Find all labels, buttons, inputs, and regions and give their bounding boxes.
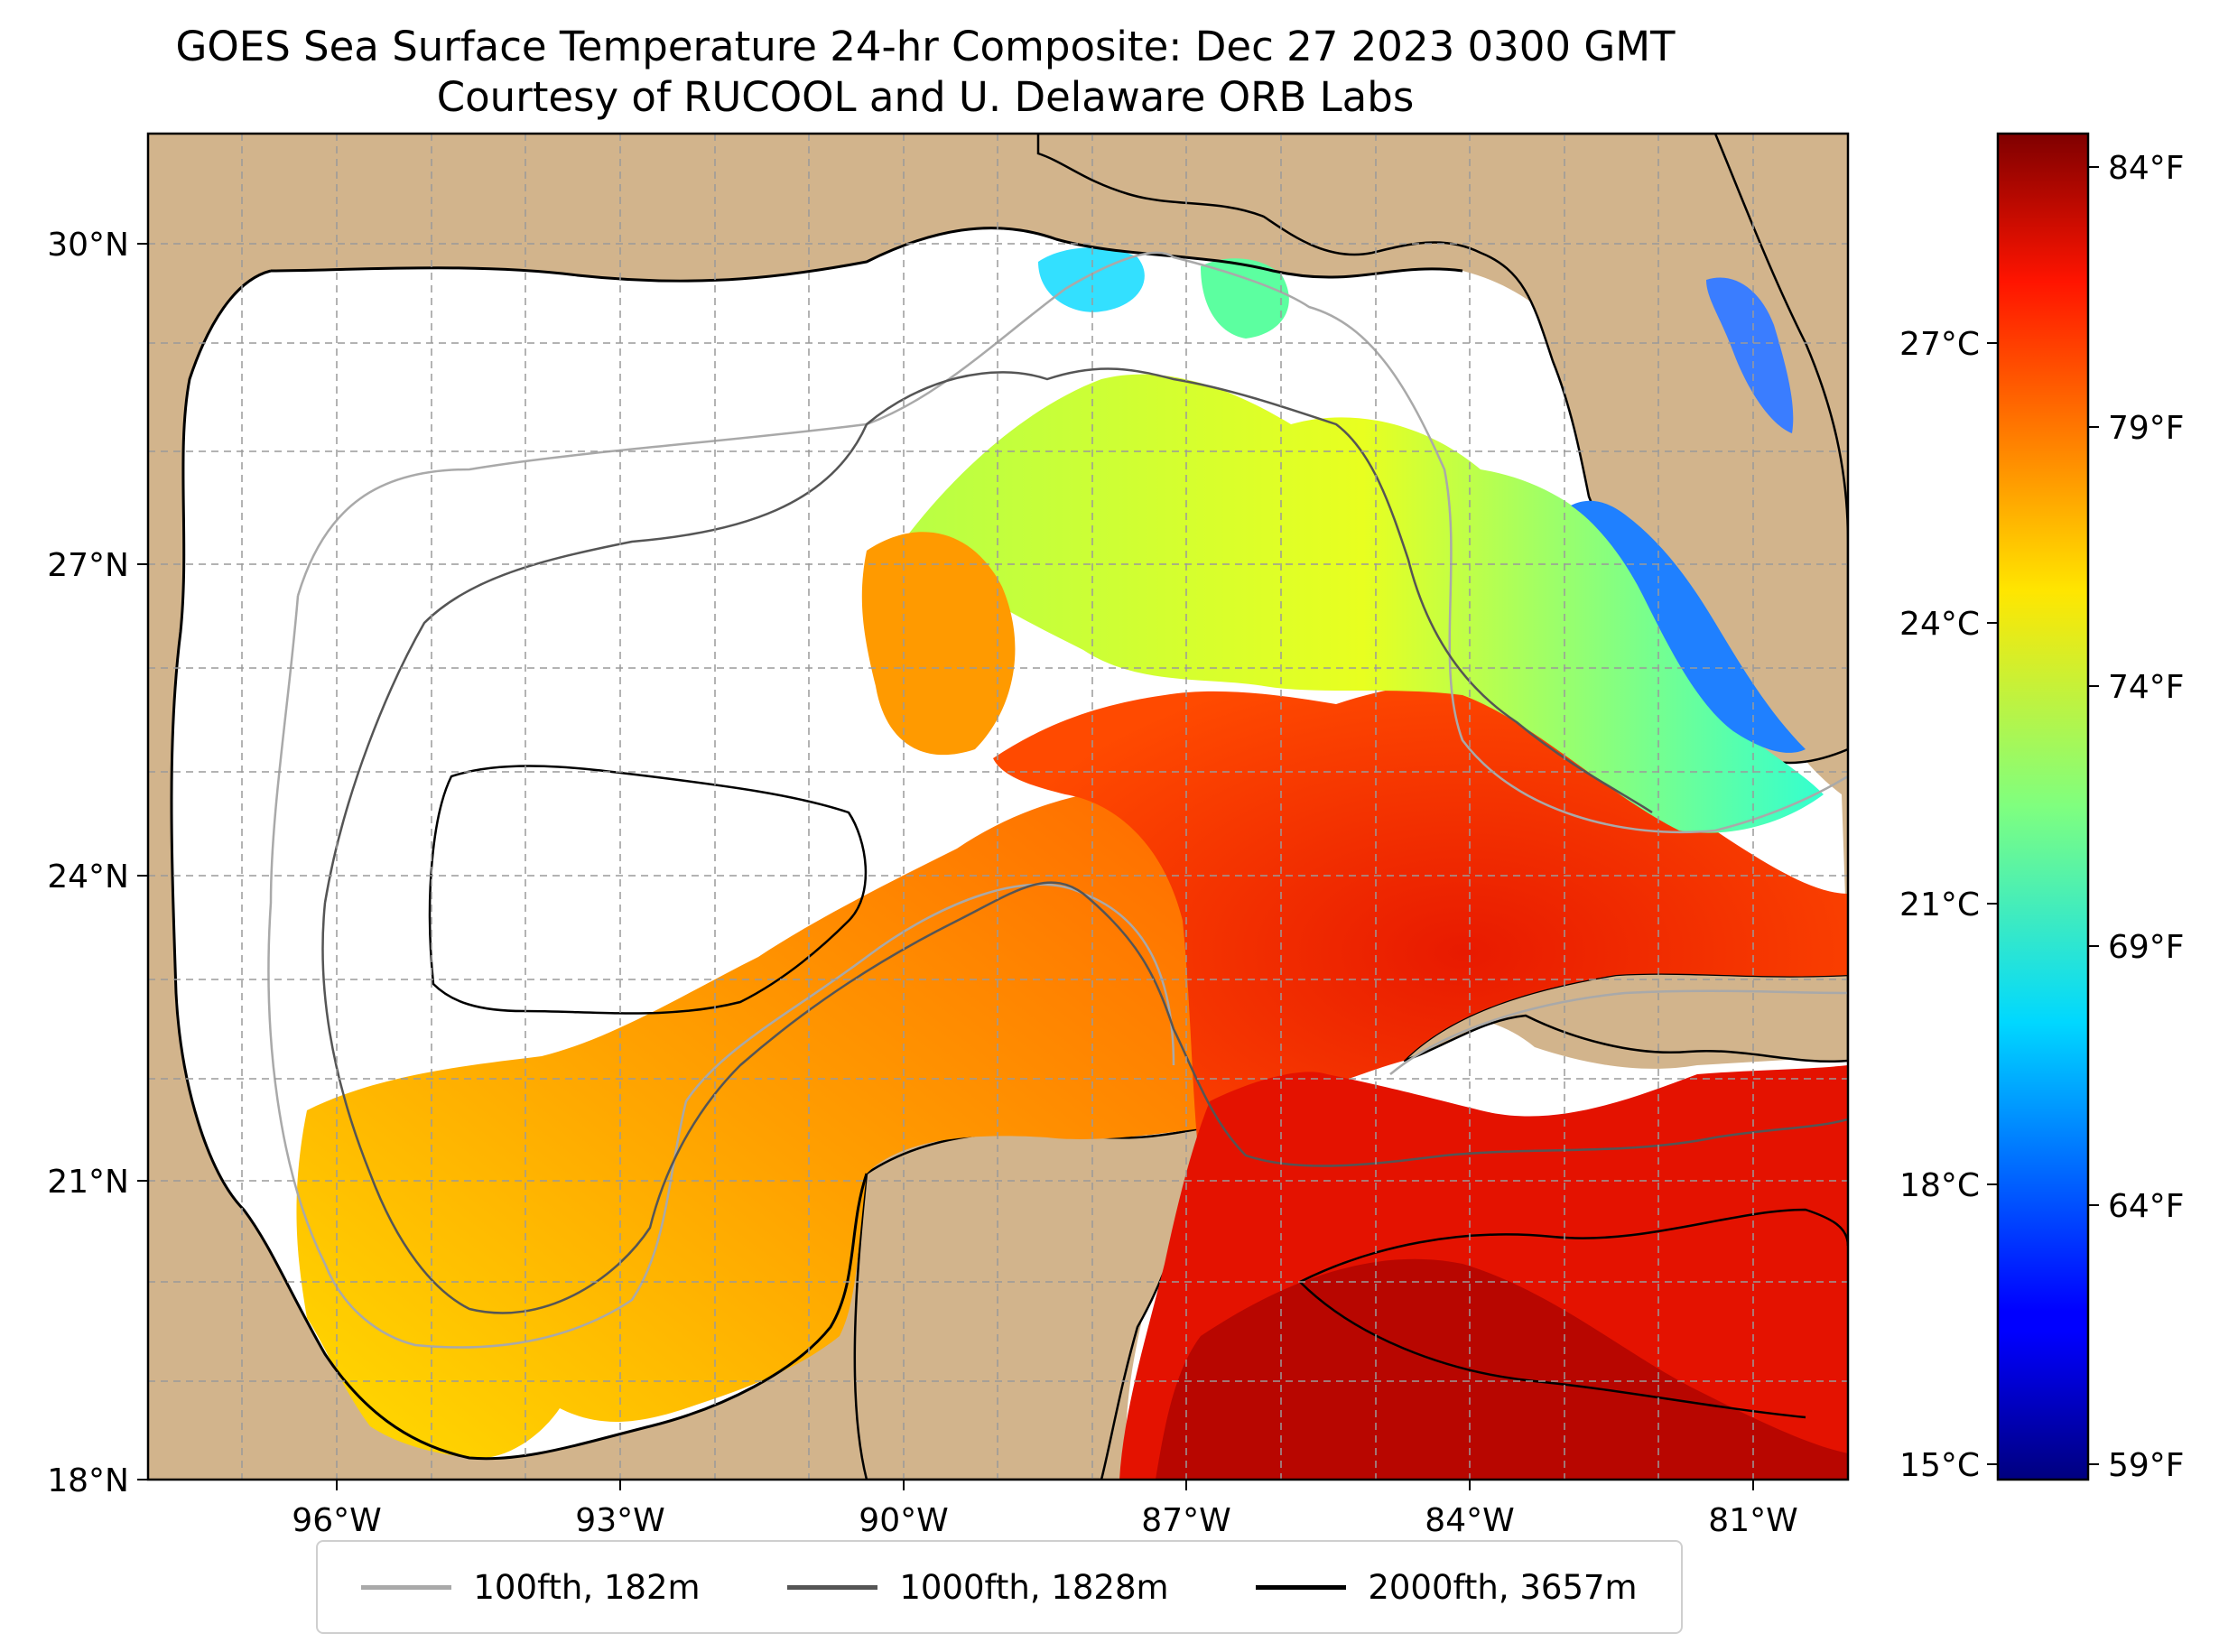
legend-swatch-100fth (361, 1584, 452, 1590)
legend-item-1000fth: 1000fth, 1828m (787, 1567, 1169, 1607)
sst-atlantic-patch (1706, 277, 1794, 433)
lat-label-18: 18°N (47, 1462, 129, 1499)
map-title: GOES Sea Surface Temperature 24-hr Compo… (0, 22, 1851, 123)
colorbar-c-27: 27°C (1899, 326, 1980, 363)
legend-swatch-2000fth (1256, 1584, 1347, 1590)
sst-north-patches-2 (1201, 258, 1289, 339)
contour-100fth (267, 251, 1848, 1349)
lat-axis: 30°N 27°N 24°N 21°N 18°N (47, 227, 148, 1499)
colorbar-f-64: 64°F (2108, 1188, 2185, 1225)
legend-label-100fth: 100fth, 182m (473, 1567, 701, 1607)
lon-label-93: 93°W (575, 1502, 664, 1539)
lat-label-24: 24°N (47, 858, 129, 896)
lon-label-84: 84°W (1425, 1502, 1514, 1539)
map-frame (146, 132, 1850, 1481)
legend-item-2000fth: 2000fth, 3657m (1256, 1567, 1638, 1607)
colorbar-c-18: 18°C (1899, 1167, 1980, 1204)
legend-label-1000fth: 1000fth, 1828m (899, 1567, 1169, 1607)
lat-label-27: 27°N (47, 547, 129, 584)
colorbar-f-69: 69°F (2108, 929, 2185, 966)
lon-axis: 96°W 93°W 90°W 87°W 84°W 81°W (292, 1480, 1798, 1539)
lat-label-30: 30°N (47, 227, 129, 264)
colorbar-c-24: 24°C (1899, 606, 1980, 643)
title-line-1: GOES Sea Surface Temperature 24-hr Compo… (175, 23, 1676, 70)
legend-label-2000fth: 2000fth, 3657m (1368, 1567, 1638, 1607)
legend-item-100fth: 100fth, 182m (361, 1567, 701, 1607)
colorbar-f-79: 79°F (2108, 410, 2185, 447)
coastline-north (270, 227, 1463, 283)
colorbar-c-21: 21°C (1899, 886, 1980, 923)
gridlines (148, 134, 1848, 1480)
lon-label-96: 96°W (292, 1502, 381, 1539)
coastline-west (170, 269, 868, 1461)
lon-label-87: 87°W (1141, 1502, 1230, 1539)
contour-legend: 100fth, 182m 1000fth, 1828m 2000fth, 365… (316, 1540, 1683, 1634)
sst-central-warm (993, 682, 1848, 1174)
lat-label-21: 21°N (47, 1164, 129, 1201)
sst-north-patches (1038, 247, 1145, 312)
lon-label-90: 90°W (859, 1502, 948, 1539)
sst-caribbean-deep (1156, 1258, 1848, 1480)
sst-west-gulf (296, 785, 1201, 1459)
lon-label-81: 81°W (1708, 1502, 1797, 1539)
colorbar: 27°C 24°C 21°C 18°C 15°C 84°F 79°F 74°F … (1899, 132, 2185, 1484)
colorbar-gradient (1996, 132, 2090, 1481)
colorbar-f-84: 84°F (2108, 150, 2185, 187)
colorbar-f-59: 59°F (2108, 1447, 2185, 1484)
title-line-2: Courtesy of RUCOOL and U. Delaware ORB L… (436, 73, 1415, 121)
contour-2000fth (428, 765, 1848, 1419)
map-area (148, 134, 1848, 1480)
colorbar-f-74: 74°F (2108, 669, 2185, 706)
cuba-land (1403, 972, 1848, 1063)
colorbar-c-15: 15°C (1899, 1447, 1980, 1484)
contour-1000fth (321, 367, 1848, 1314)
legend-swatch-1000fth (787, 1584, 878, 1590)
sst-northeast (903, 374, 1824, 833)
contour-100fth-cuba (1389, 989, 1848, 1075)
bathymetry-contours (267, 251, 1848, 1419)
sst-west-band (861, 532, 1016, 756)
